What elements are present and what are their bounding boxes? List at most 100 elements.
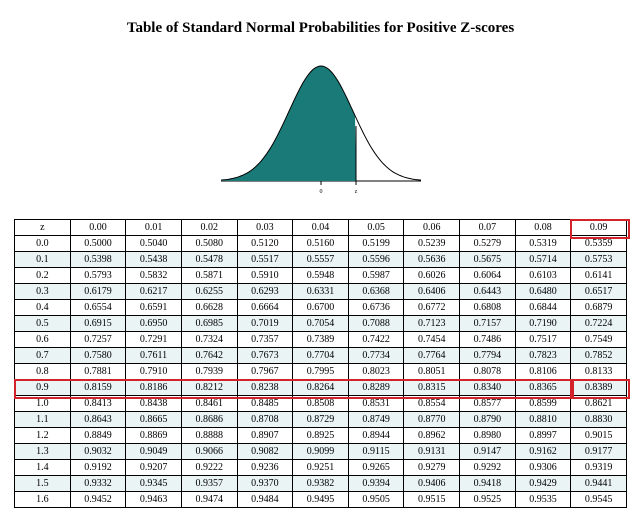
table-cell: 0.8212 — [181, 380, 237, 396]
table-cell: 0.7517 — [515, 332, 571, 348]
z-label-cell: 0.1 — [15, 252, 71, 268]
table-cell: 0.5000 — [70, 236, 126, 252]
table-cell: 0.7910 — [126, 364, 182, 380]
table-cell: 0.8621 — [571, 396, 627, 412]
z-label-cell: 1.3 — [15, 444, 71, 460]
table-cell: 0.8315 — [404, 380, 460, 396]
table-cell: 0.7454 — [404, 332, 460, 348]
table-cell: 0.5636 — [404, 252, 460, 268]
table-cell: 0.5080 — [181, 236, 237, 252]
table-cell: 0.7939 — [181, 364, 237, 380]
table-cell: 0.6368 — [348, 284, 404, 300]
table-cell: 0.6772 — [404, 300, 460, 316]
table-cell: 0.5199 — [348, 236, 404, 252]
z-table: z0.000.010.020.030.040.050.060.070.080.0… — [14, 219, 627, 508]
table-cell: 0.9332 — [70, 476, 126, 492]
table-cell: 0.7794 — [460, 348, 516, 364]
table-cell: 0.8264 — [293, 380, 349, 396]
table-cell: 0.6808 — [460, 300, 516, 316]
table-cell: 0.5832 — [126, 268, 182, 284]
table-cell: 0.9463 — [126, 492, 182, 508]
table-cell: 0.8925 — [293, 428, 349, 444]
table-cell: 0.8413 — [70, 396, 126, 412]
table-header-cell: 0.05 — [348, 220, 404, 236]
table-cell: 0.5040 — [126, 236, 182, 252]
table-cell: 0.6736 — [348, 300, 404, 316]
table-cell: 0.9015 — [571, 428, 627, 444]
z-label-cell: 1.6 — [15, 492, 71, 508]
table-cell: 0.9207 — [126, 460, 182, 476]
table-cell: 0.9251 — [293, 460, 349, 476]
table-cell: 0.9484 — [237, 492, 293, 508]
table-cell: 0.6915 — [70, 316, 126, 332]
table-cell: 0.5478 — [181, 252, 237, 268]
table-cell: 0.8997 — [515, 428, 571, 444]
z-label-cell: 0.9 — [15, 380, 71, 396]
z-label-cell: 0.8 — [15, 364, 71, 380]
table-cell: 0.9429 — [515, 476, 571, 492]
table-cell: 0.8962 — [404, 428, 460, 444]
table-cell: 0.7357 — [237, 332, 293, 348]
table-header-cell: 0.02 — [181, 220, 237, 236]
table-cell: 0.6255 — [181, 284, 237, 300]
table-cell: 0.8577 — [460, 396, 516, 412]
table-cell: 0.7389 — [293, 332, 349, 348]
table-cell: 0.5753 — [571, 252, 627, 268]
table-cell: 0.5910 — [237, 268, 293, 284]
table-cell: 0.9292 — [460, 460, 516, 476]
z-label-cell: 1.5 — [15, 476, 71, 492]
table-cell: 0.7157 — [460, 316, 516, 332]
table-cell: 0.8749 — [348, 412, 404, 428]
table-cell: 0.6443 — [460, 284, 516, 300]
table-cell: 0.8869 — [126, 428, 182, 444]
table-cell: 0.8289 — [348, 380, 404, 396]
page-title: Table of Standard Normal Probabilities f… — [14, 20, 627, 37]
z-label-cell: 0.4 — [15, 300, 71, 316]
table-cell: 0.9452 — [70, 492, 126, 508]
table-cell: 0.7486 — [460, 332, 516, 348]
table-cell: 0.5319 — [515, 236, 571, 252]
table-cell: 0.5557 — [293, 252, 349, 268]
table-cell: 0.7549 — [571, 332, 627, 348]
table-cell: 0.7257 — [70, 332, 126, 348]
table-cell: 0.8133 — [571, 364, 627, 380]
table-cell: 0.5398 — [70, 252, 126, 268]
table-cell: 0.9406 — [404, 476, 460, 492]
table-header-cell: 0.03 — [237, 220, 293, 236]
table-row: 0.00.50000.50400.50800.51200.51600.51990… — [15, 236, 627, 252]
table-row: 1.20.88490.88690.88880.89070.89250.89440… — [15, 428, 627, 444]
table-cell: 0.5987 — [348, 268, 404, 284]
table-row: 1.30.90320.90490.90660.90820.90990.91150… — [15, 444, 627, 460]
table-cell: 0.8051 — [404, 364, 460, 380]
table-cell: 0.5714 — [515, 252, 571, 268]
table-cell: 0.6480 — [515, 284, 571, 300]
table-cell: 0.7823 — [515, 348, 571, 364]
table-cell: 0.6517 — [571, 284, 627, 300]
table-row: 1.40.91920.92070.92220.92360.92510.92650… — [15, 460, 627, 476]
table-cell: 0.7673 — [237, 348, 293, 364]
table-cell: 0.6103 — [515, 268, 571, 284]
table-cell: 0.8485 — [237, 396, 293, 412]
z-label-cell: 1.2 — [15, 428, 71, 444]
table-cell: 0.7324 — [181, 332, 237, 348]
table-row: 0.90.81590.81860.82120.82380.82640.82890… — [15, 380, 627, 396]
table-cell: 0.6293 — [237, 284, 293, 300]
table-cell: 0.6700 — [293, 300, 349, 316]
table-cell: 0.9177 — [571, 444, 627, 460]
table-cell: 0.9382 — [293, 476, 349, 492]
z-label-cell: 0.3 — [15, 284, 71, 300]
table-header-cell: z — [15, 220, 71, 236]
table-cell: 0.9394 — [348, 476, 404, 492]
z-label-cell: 0.0 — [15, 236, 71, 252]
table-cell: 0.9525 — [460, 492, 516, 508]
table-row: 0.50.69150.69500.69850.70190.70540.70880… — [15, 316, 627, 332]
table-cell: 0.5596 — [348, 252, 404, 268]
table-cell: 0.6844 — [515, 300, 571, 316]
table-cell: 0.7054 — [293, 316, 349, 332]
table-cell: 0.7995 — [293, 364, 349, 380]
table-cell: 0.9279 — [404, 460, 460, 476]
table-cell: 0.6628 — [181, 300, 237, 316]
table-cell: 0.9099 — [293, 444, 349, 460]
z-label-cell: 0.2 — [15, 268, 71, 284]
table-header-cell: 0.08 — [515, 220, 571, 236]
